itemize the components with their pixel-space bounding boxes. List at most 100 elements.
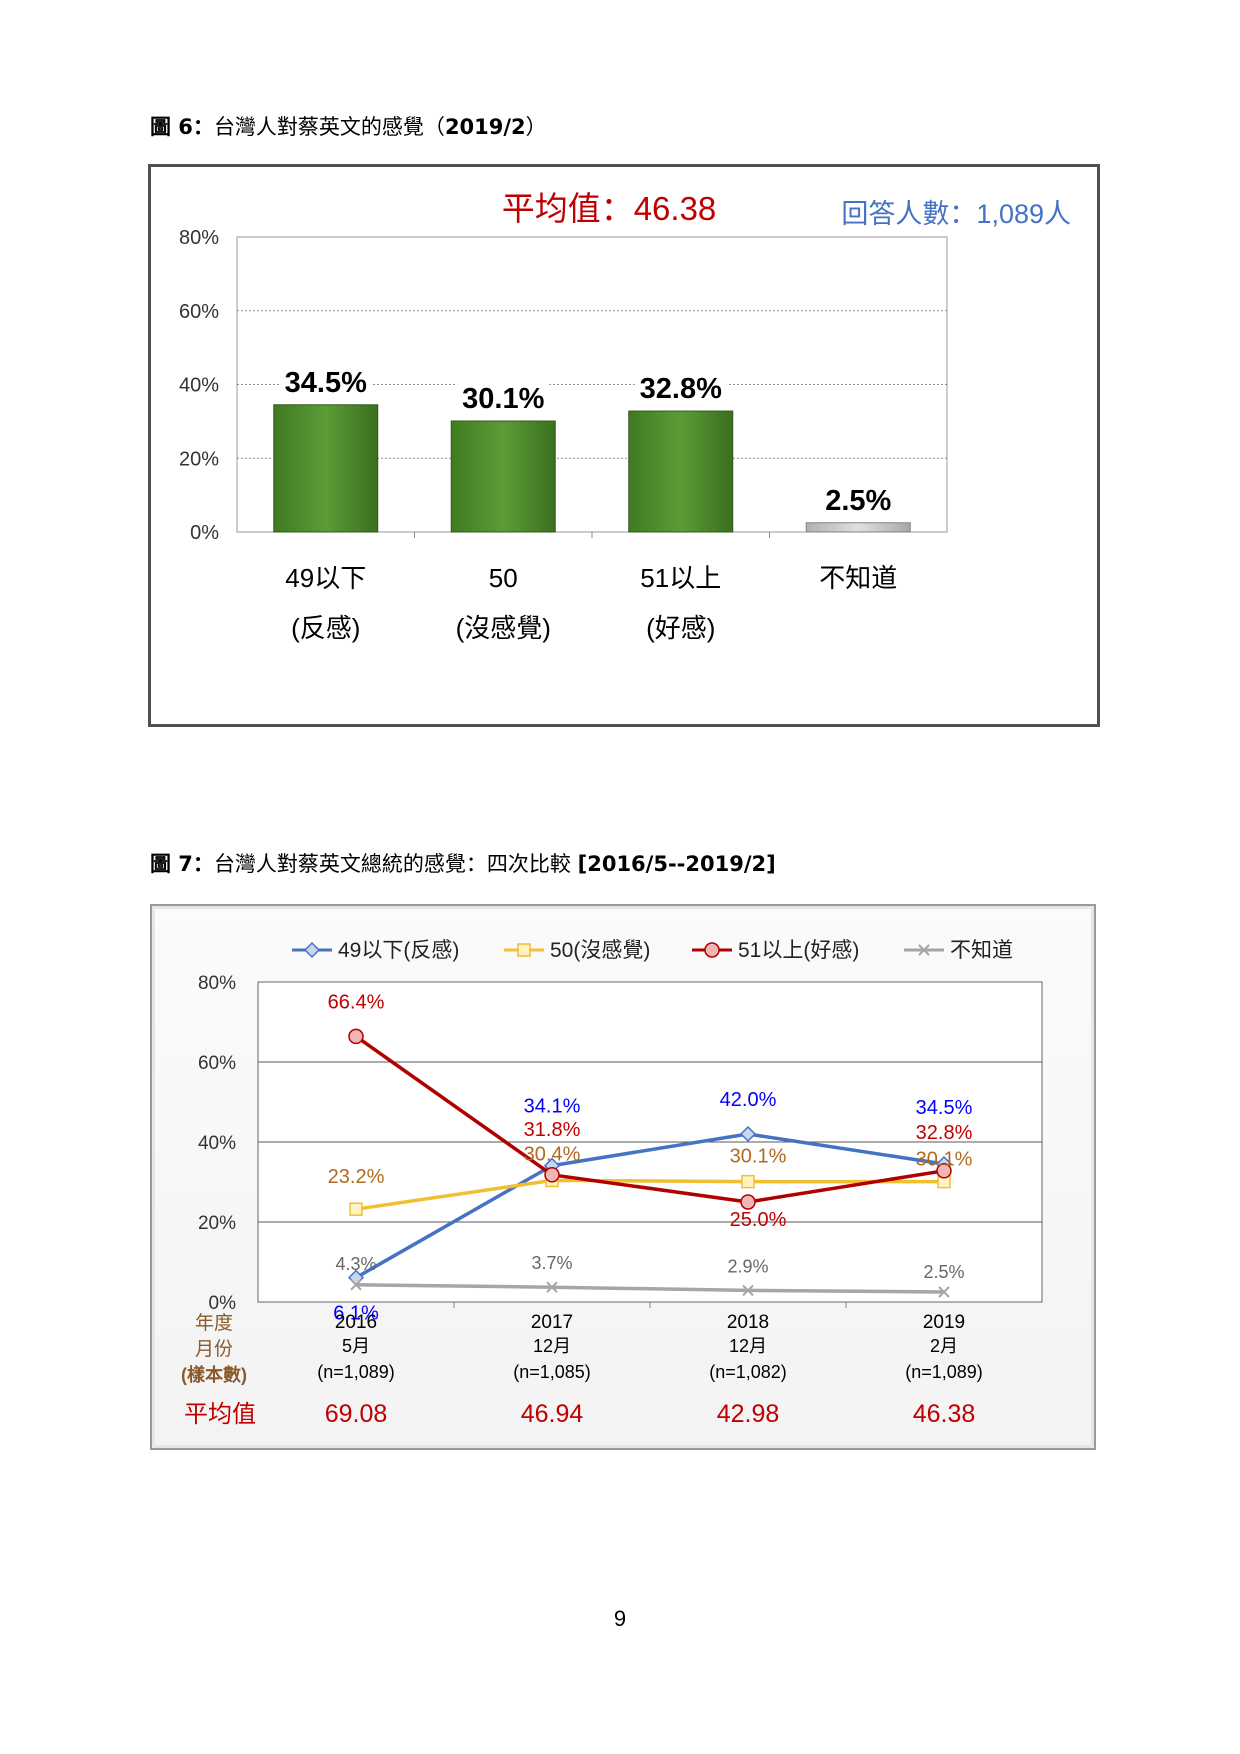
y-tick-label: 20% xyxy=(198,1213,236,1234)
data-point xyxy=(348,1028,364,1045)
column-year: 2019 xyxy=(923,1312,965,1333)
data-label: 30.4% xyxy=(524,1143,581,1165)
row-label-year: 年度 xyxy=(195,1312,233,1334)
figure-6-caption-end: ） xyxy=(525,115,547,139)
bar xyxy=(805,522,911,533)
figure-7-caption-range: [2016/5--2019/2] xyxy=(577,852,776,876)
data-label: 32.8% xyxy=(916,1122,973,1144)
series-line xyxy=(355,1283,945,1294)
series-line xyxy=(355,1132,945,1280)
figure-6-caption-prefix: 圖 6： xyxy=(150,115,214,139)
data-label: 42.0% xyxy=(720,1089,777,1111)
figure-6-caption-year: 2019/2 xyxy=(444,115,526,139)
bar xyxy=(273,404,379,533)
bar xyxy=(450,420,556,533)
column-mean: 46.94 xyxy=(521,1400,584,1428)
data-label: 31.8% xyxy=(524,1119,581,1141)
data-label: 25.0% xyxy=(730,1209,787,1231)
page-number: 9 xyxy=(613,1606,627,1631)
column-mean: 42.98 xyxy=(717,1400,780,1428)
data-label: 30.1% xyxy=(462,383,544,415)
column-year: 2018 xyxy=(727,1312,769,1333)
y-tick-label: 20% xyxy=(179,448,219,470)
figure-7-caption: 圖 7：台灣人對蔡英文總統的感覺：四次比較 [2016/5--2019/2] xyxy=(150,848,776,878)
column-year: 2017 xyxy=(531,1312,573,1333)
figure-6-plot: 0% 20% 40% 60% 80% 34.5% 49以下 (反感) 30.1% 50 (沒感覺) 3… xyxy=(179,227,948,643)
series-line xyxy=(355,1178,944,1211)
x-category-label: 51以上 xyxy=(640,563,721,593)
data-label: 2.5% xyxy=(923,1262,964,1282)
data-point xyxy=(739,1125,757,1143)
legend-label: 不知道 xyxy=(950,939,1013,962)
data-label-background xyxy=(812,482,905,515)
row-label-mean: 平均值 xyxy=(184,1401,256,1428)
data-label-background xyxy=(634,371,727,404)
data-label: 30.1% xyxy=(730,1146,787,1168)
legend-marker xyxy=(704,942,720,958)
figure-7-caption-text: 台灣人對蔡英文總統的感覺：四次比較 xyxy=(213,852,578,876)
data-point xyxy=(741,1174,755,1189)
figure-6-respondents-label: 回答人數：1,089人 xyxy=(841,199,1071,229)
column-month: 12月 xyxy=(533,1336,571,1356)
data-point xyxy=(742,1284,754,1297)
series-line xyxy=(354,1034,945,1204)
x-category-sublabel: (好感) xyxy=(646,613,715,643)
column-sample: (n=1,082) xyxy=(709,1362,787,1382)
column-mean: 69.08 xyxy=(325,1400,388,1428)
figure-7-chart-panel: 0% 20% 40% 60% 80% 49以下(反感) 50(沒感覺) 51以上(好感) 不知道… xyxy=(150,904,1096,1450)
column-sample: (n=1,085) xyxy=(513,1362,591,1382)
y-tick-label: 0% xyxy=(209,1293,237,1314)
column-month: 12月 xyxy=(729,1336,767,1356)
data-label: 32.8% xyxy=(640,373,722,405)
bar xyxy=(628,410,734,533)
column-mean: 46.38 xyxy=(913,1400,976,1428)
data-point xyxy=(349,1202,363,1216)
y-tick-label: 40% xyxy=(198,1133,236,1154)
x-category-sublabel: (沒感覺) xyxy=(456,613,551,643)
data-label: 2.5% xyxy=(825,485,891,517)
legend-marker xyxy=(918,944,930,956)
figure-7-plot: 0% 20% 40% 60% 80% 49以下(反感) 50(沒感覺) 51以上(好感) 不知道… xyxy=(181,939,1043,1428)
data-point xyxy=(350,1279,362,1291)
figure-6-caption: 圖 6：台灣人對蔡英文的感覺（2019/2） xyxy=(150,111,547,141)
data-label: 3.7% xyxy=(531,1253,572,1273)
data-label: 34.5% xyxy=(285,367,367,399)
legend-marker xyxy=(517,943,531,957)
column-year: 2016 xyxy=(335,1312,377,1333)
data-label: 23.2% xyxy=(328,1166,385,1188)
x-category-label: 不知道 xyxy=(819,563,897,593)
x-category-label: 50 xyxy=(489,563,518,593)
data-label: 2.9% xyxy=(727,1256,768,1276)
y-tick-label: 0% xyxy=(190,522,219,544)
y-tick-label: 40% xyxy=(179,375,219,397)
data-label: 4.3% xyxy=(335,1254,376,1274)
data-point xyxy=(936,1163,952,1179)
column-month: 5月 xyxy=(342,1336,370,1356)
y-tick-label: 80% xyxy=(179,227,219,249)
figure-6-chart-panel: 平均值：46.38 回答人數：1,089人 0% 20% 40% 60% 80% 34.5… xyxy=(148,164,1100,727)
figure-6-caption-text: 台灣人對蔡英文的感覺（ xyxy=(213,115,445,139)
figure-6-mean-label: 平均值：46.38 xyxy=(502,190,717,227)
y-tick-label: 80% xyxy=(198,973,236,994)
data-point xyxy=(546,1281,558,1293)
data-point xyxy=(740,1194,756,1210)
figure-7-caption-prefix: 圖 7： xyxy=(150,852,214,876)
data-label: 30.1% xyxy=(916,1149,973,1171)
data-label: 6.1% xyxy=(333,1303,379,1325)
figure-7-line-chart: 0% 20% 40% 60% 80% 49以下(反感) 50(沒感覺) 51以上(好感) 不知道… xyxy=(181,939,1043,1428)
y-tick-label: 60% xyxy=(179,301,219,323)
legend-marker xyxy=(303,941,321,959)
data-point xyxy=(544,1167,560,1183)
data-label: 66.4% xyxy=(328,991,385,1013)
x-category-label: 49以下 xyxy=(285,563,366,593)
row-label-month: 月份 xyxy=(195,1338,233,1360)
figure-6-bar-chart: 平均值：46.38 回答人數：1,089人 0% 20% 40% 60% 80% 34.5… xyxy=(179,190,1071,643)
legend-label: 50(沒感覺) xyxy=(550,939,650,962)
data-label-background xyxy=(457,381,550,414)
data-label: 34.1% xyxy=(524,1096,581,1118)
data-label-background xyxy=(279,364,372,397)
row-label-sample: (樣本數) xyxy=(181,1364,247,1385)
column-sample: (n=1,089) xyxy=(905,1362,983,1382)
column-month: 2月 xyxy=(930,1336,958,1356)
data-label: 34.5% xyxy=(916,1097,973,1119)
